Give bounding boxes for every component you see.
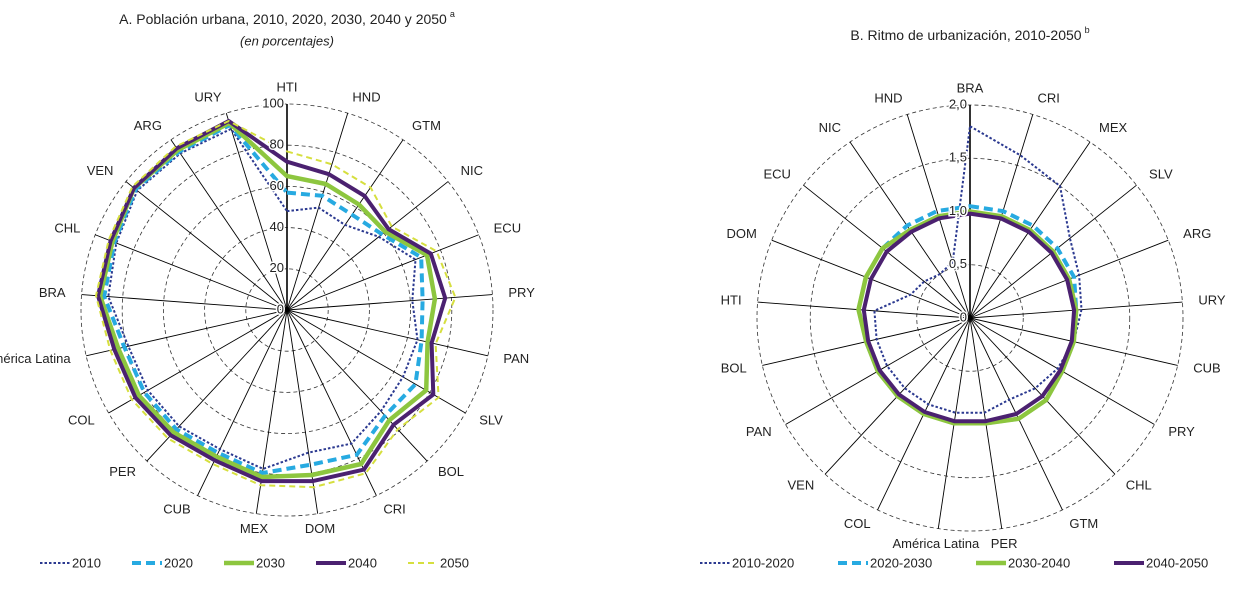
spoke (170, 139, 288, 311)
category-label: ECU (764, 167, 791, 182)
grid-circle (916, 264, 1024, 372)
category-label: ECU (494, 220, 521, 235)
category-label: HND (352, 89, 380, 104)
legend-label: 2010 (72, 555, 101, 570)
category-label: VEN (87, 163, 114, 178)
legend-label: 2030-2040 (1008, 555, 1070, 570)
legend-label: 2050 (440, 555, 469, 570)
category-label: DOM (726, 226, 756, 241)
category-label: BRA (957, 80, 984, 95)
legend-label: 2020 (164, 555, 193, 570)
category-label: PAN (503, 351, 529, 366)
title-note: a (450, 9, 455, 19)
category-label: HND (874, 91, 902, 106)
series-line (96, 119, 448, 484)
chart-subtitle: (en porcentajes) (240, 33, 334, 48)
category-label: ARG (134, 118, 162, 133)
category-label: PRY (1168, 424, 1195, 439)
spoke (197, 309, 288, 496)
category-label: NIC (819, 120, 841, 135)
category-label: HTI (721, 292, 742, 307)
spoke (286, 309, 428, 462)
spoke (146, 309, 288, 462)
category-label: MEX (1099, 120, 1128, 135)
series-line (861, 211, 1077, 424)
category-label: BOL (438, 464, 464, 479)
spoke (125, 181, 288, 311)
category-label: COL (68, 412, 95, 427)
grid-circle (245, 268, 329, 352)
r-tick-label: 0 (277, 301, 284, 316)
title-note: b (1085, 25, 1090, 35)
category-label: COL (844, 516, 871, 531)
legend-label: 2040-2050 (1146, 555, 1208, 570)
chart-title: B. Ritmo de urbanización, 2010-2050 b (850, 25, 1089, 42)
r-tick-label: 80 (270, 137, 284, 152)
title-text: B. Ritmo de urbanización, 2010-2050 (850, 27, 1081, 43)
legend-label: 2010-2020 (732, 555, 794, 570)
r-tick-label: 2,0 (949, 96, 967, 111)
r-tick-label: 1,5 (949, 150, 967, 165)
category-label: CUB (1193, 360, 1220, 375)
series-line (856, 209, 1079, 426)
spoke (286, 294, 493, 311)
category-label: PAN (746, 424, 772, 439)
category-label: SLV (479, 412, 503, 427)
series-line (873, 125, 1083, 414)
category-label: América Latina (0, 351, 71, 366)
legend-label: 2040 (348, 555, 377, 570)
spoke (255, 309, 288, 514)
r-tick-label: 0,5 (949, 256, 967, 271)
category-label: URY (194, 89, 222, 104)
r-tick-label: 0 (960, 309, 967, 324)
category-label: HTI (277, 79, 298, 94)
category-label: CRI (1037, 91, 1059, 106)
category-label: SLV (1149, 167, 1173, 182)
category-label: MEX (240, 521, 269, 536)
category-label: DOM (305, 521, 335, 536)
legend-label: 2020-2030 (870, 555, 932, 570)
category-label: VEN (788, 477, 815, 492)
category-label: BRA (39, 285, 66, 300)
spoke (81, 294, 288, 311)
r-tick-label: 1,0 (949, 203, 967, 218)
category-label: NIC (461, 163, 483, 178)
grid-circle (80, 103, 494, 517)
r-tick-label: 40 (270, 219, 284, 234)
category-label: CHL (1126, 477, 1152, 492)
category-label: GTM (1069, 516, 1098, 531)
spoke (286, 309, 488, 357)
spoke (286, 309, 319, 514)
category-label: ARG (1183, 226, 1211, 241)
category-label: BOL (721, 360, 747, 375)
spoke (95, 234, 288, 311)
spoke (286, 234, 479, 311)
category-label: CUB (163, 501, 190, 516)
title-text: A. Población urbana, 2010, 2020, 2030, 2… (119, 11, 447, 27)
spoke (225, 113, 288, 311)
category-label: PER (991, 536, 1018, 551)
r-tick-label: 20 (270, 260, 284, 275)
category-label: América Latina (893, 536, 980, 551)
spoke (286, 181, 449, 311)
category-label: PRY (508, 285, 535, 300)
series-line (95, 120, 457, 489)
grid-circle (121, 144, 453, 476)
legend-label: 2030 (256, 555, 285, 570)
spoke (286, 309, 466, 414)
category-label: CHL (54, 220, 80, 235)
category-label: PER (109, 464, 136, 479)
category-label: CRI (383, 501, 405, 516)
chart-title: A. Población urbana, 2010, 2020, 2030, 2… (119, 9, 455, 26)
category-label: GTM (412, 118, 441, 133)
r-tick-label: 60 (270, 178, 284, 193)
r-tick-label: 100 (262, 95, 284, 110)
spoke (286, 113, 349, 311)
category-label: URY (1198, 292, 1226, 307)
